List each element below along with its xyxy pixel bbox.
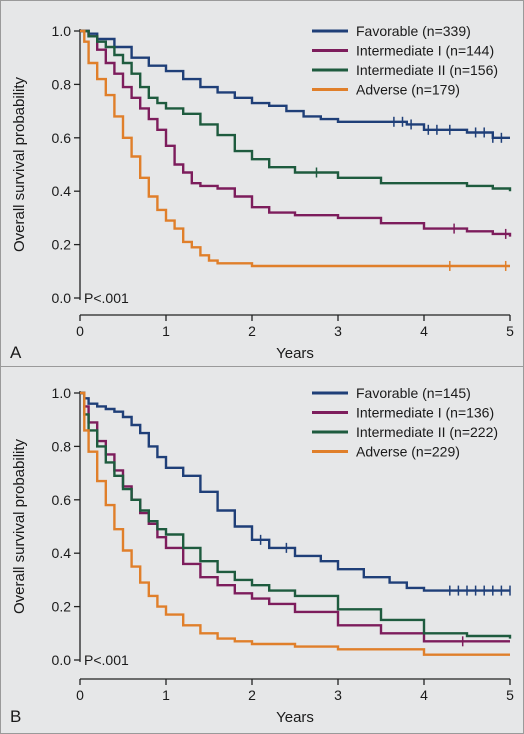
- panel-label: B: [10, 707, 21, 726]
- x-tick-label: 1: [162, 323, 170, 339]
- x-tick-label: 1: [162, 687, 170, 703]
- chart-panel-a: 0.0 0.2 0.4 0.6 0.8 1.0 0 1 2 3 4 5 Years Overall sur…: [10, 23, 514, 362]
- survival-curve: [80, 391, 510, 643]
- x-axis-title: Years: [276, 345, 314, 362]
- x-tick-label: 5: [506, 687, 514, 703]
- x-tick-label: 4: [420, 323, 428, 339]
- x-axis-title: Years: [276, 709, 314, 726]
- survival-curve: [80, 29, 510, 268]
- chart-panel-b: 0.0 0.2 0.4 0.6 0.8 1.0 0 1 2 3 4 5 Years Overall sur…: [10, 385, 514, 726]
- x-tick-label: 0: [76, 323, 84, 339]
- p-value-annotation: P<.001: [84, 652, 129, 668]
- survival-curve: [80, 391, 510, 656]
- legend-label: Intermediate II (n=222): [356, 424, 498, 440]
- p-value-annotation: P<.001: [84, 290, 129, 306]
- y-tick-label: 0.2: [52, 237, 72, 253]
- x-tick-label: 3: [334, 687, 342, 703]
- survival-curve: [80, 391, 512, 639]
- x-tick-label: 0: [76, 687, 84, 703]
- panel-label: A: [10, 343, 22, 362]
- panel-divider: [0, 366, 524, 367]
- x-tick-label: 2: [248, 687, 256, 703]
- survival-curve: [80, 391, 510, 592]
- legend-label: Favorable (n=145): [356, 385, 471, 401]
- y-tick-label: 0.0: [52, 290, 72, 306]
- y-tick-label: 1.0: [52, 385, 72, 401]
- y-tick-label: 0.2: [52, 599, 72, 615]
- y-tick-label: 0.6: [52, 130, 72, 146]
- y-tick-label: 0.4: [52, 183, 72, 199]
- y-axis-title: Overall survival probability: [11, 438, 28, 614]
- legend-label: Favorable (n=339): [356, 23, 471, 39]
- survival-curve: [80, 29, 512, 237]
- x-tick-label: 2: [248, 323, 256, 339]
- survival-curve: [80, 29, 512, 192]
- y-tick-label: 0.8: [52, 438, 72, 454]
- x-tick-label: 3: [334, 323, 342, 339]
- legend-label: Adverse (n=179): [356, 82, 460, 98]
- legend-label: Adverse (n=229): [356, 444, 460, 460]
- legend-label: Intermediate II (n=156): [356, 62, 498, 78]
- y-axis-title: Overall survival probability: [11, 76, 28, 252]
- survival-curve: [80, 29, 510, 139]
- x-tick-label: 5: [506, 323, 514, 339]
- y-tick-label: 0.0: [52, 652, 72, 668]
- y-tick-label: 0.6: [52, 492, 72, 508]
- legend-label: Intermediate I (n=136): [356, 405, 494, 421]
- y-tick-label: 0.8: [52, 76, 72, 92]
- y-tick-label: 0.4: [52, 545, 72, 561]
- y-tick-label: 1.0: [52, 23, 72, 39]
- x-tick-label: 4: [420, 687, 428, 703]
- legend-label: Intermediate I (n=144): [356, 43, 494, 59]
